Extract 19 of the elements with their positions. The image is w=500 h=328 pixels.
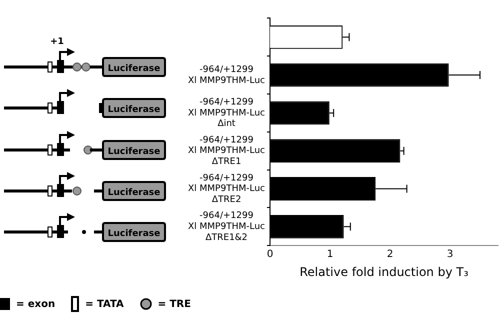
y-tick-label: -964/+1299 Xl MMP9THM-Luc Δint — [188, 97, 266, 130]
y-tick-label: -964/+1299 Xl MMP9THM-Luc ΔTRE1 — [188, 135, 266, 167]
x-axis-title: Relative fold induction by T₃ — [300, 264, 469, 279]
text: Luciferase — [108, 188, 160, 198]
text: = TATA — [85, 298, 124, 310]
text: Luciferase — [108, 229, 160, 239]
y-tick-label: -964/+1299 Xl MMP9THM-Luc — [188, 64, 266, 86]
text: = TRE — [158, 298, 191, 310]
x-tick-label: 3 — [446, 249, 454, 260]
x-tick-label: 0 — [266, 249, 274, 260]
text: Luciferase — [108, 147, 160, 157]
y-tick-label: -964/+1299 Xl MMP9THM-Luc ΔTRE1&2 — [188, 211, 266, 243]
x-tick-label: 2 — [386, 249, 394, 260]
x-tick-label: 1 — [326, 249, 334, 260]
text: Luciferase — [108, 105, 160, 115]
text: +1 — [50, 37, 64, 47]
text: Luciferase — [108, 64, 160, 74]
y-tick-label: -964/+1299 Xl MMP9THM-Luc ΔTRE2 — [188, 173, 266, 205]
text: = exon — [16, 298, 56, 310]
